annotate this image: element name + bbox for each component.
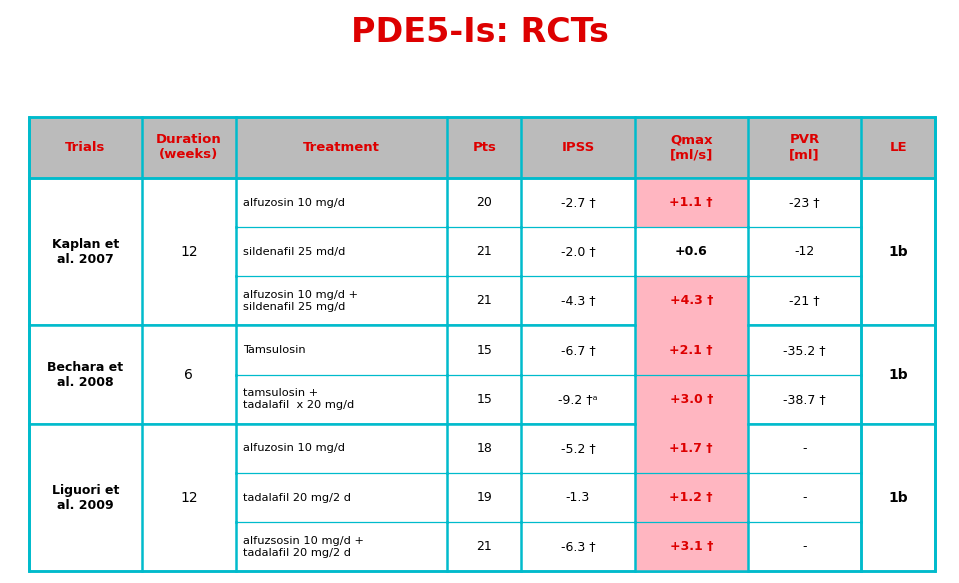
Text: Qmax
[ml/s]: Qmax [ml/s]: [669, 134, 713, 161]
Text: Duration
(weeks): Duration (weeks): [156, 134, 222, 161]
Text: Bechara et
al. 2008: Bechara et al. 2008: [47, 361, 124, 389]
Text: Liguori et
al. 2009: Liguori et al. 2009: [52, 483, 119, 512]
Text: -1.3: -1.3: [566, 491, 590, 504]
Bar: [29, 117, 935, 178]
Text: Pts: Pts: [473, 141, 497, 154]
Text: Treatment: Treatment: [303, 141, 380, 154]
Text: -23 †: -23 †: [789, 196, 820, 209]
Text: -21 †: -21 †: [789, 294, 820, 307]
Text: Kaplan et
al. 2007: Kaplan et al. 2007: [52, 238, 119, 266]
Text: -4.3 †: -4.3 †: [561, 294, 596, 307]
Text: +1.7 †: +1.7 †: [669, 442, 713, 455]
Text: 1b: 1b: [888, 490, 908, 505]
Text: -: -: [803, 540, 807, 553]
Text: alfuzosin 10 mg/d: alfuzosin 10 mg/d: [244, 444, 345, 454]
Bar: [29, 117, 935, 571]
Text: Tamsulosin: Tamsulosin: [244, 345, 306, 355]
Text: -2.0 †: -2.0 †: [561, 245, 596, 258]
Text: -35.2 †: -35.2 †: [784, 343, 826, 357]
Text: alfuzosin 10 mg/d +
sildenafil 25 mg/d: alfuzosin 10 mg/d + sildenafil 25 mg/d: [244, 290, 359, 312]
Text: 19: 19: [477, 491, 492, 504]
Text: 1b: 1b: [888, 245, 908, 259]
Text: +4.3 †: +4.3 †: [669, 294, 713, 307]
Bar: [29, 178, 935, 325]
Bar: [635, 473, 748, 522]
Bar: [635, 522, 748, 571]
Text: -5.2 †: -5.2 †: [561, 442, 596, 455]
Text: 12: 12: [180, 245, 198, 259]
Text: +1.1 †: +1.1 †: [669, 196, 713, 209]
Text: -38.7 †: -38.7 †: [784, 393, 826, 406]
Bar: [635, 276, 748, 325]
Text: -6.7 †: -6.7 †: [561, 343, 596, 357]
Text: -: -: [803, 491, 807, 504]
Bar: [635, 375, 748, 424]
Text: +3.1 †: +3.1 †: [669, 540, 713, 553]
Text: -: -: [803, 442, 807, 455]
Bar: [635, 178, 748, 227]
Text: 18: 18: [477, 442, 492, 455]
Text: -2.7 †: -2.7 †: [561, 196, 596, 209]
Text: LE: LE: [889, 141, 907, 154]
Text: 15: 15: [477, 343, 492, 357]
Text: +1.2 †: +1.2 †: [669, 491, 713, 504]
Text: -6.3 †: -6.3 †: [561, 540, 596, 553]
Text: tadalafil 20 mg/2 d: tadalafil 20 mg/2 d: [244, 493, 351, 503]
Text: 20: 20: [477, 196, 492, 209]
Text: PDE5-Is: RCTs: PDE5-Is: RCTs: [351, 16, 608, 48]
Text: alfuzsosin 10 mg/d +
tadalafil 20 mg/2 d: alfuzsosin 10 mg/d + tadalafil 20 mg/2 d: [244, 536, 364, 557]
Bar: [635, 325, 748, 375]
Text: +3.0 †: +3.0 †: [669, 393, 713, 406]
Text: IPSS: IPSS: [561, 141, 595, 154]
Text: 15: 15: [477, 393, 492, 406]
Text: 21: 21: [477, 540, 492, 553]
Text: 21: 21: [477, 294, 492, 307]
Text: 21: 21: [477, 245, 492, 258]
Text: 12: 12: [180, 490, 198, 505]
Text: -12: -12: [794, 245, 814, 258]
Text: +2.1 †: +2.1 †: [669, 343, 713, 357]
Bar: [635, 424, 748, 473]
Text: Trials: Trials: [65, 141, 105, 154]
Text: tamsulosin +
tadalafil  x 20 mg/d: tamsulosin + tadalafil x 20 mg/d: [244, 388, 355, 410]
Text: 1b: 1b: [888, 368, 908, 382]
Bar: [29, 424, 935, 571]
Text: PVR
[ml]: PVR [ml]: [789, 134, 820, 161]
Bar: [29, 325, 935, 424]
Text: alfuzosin 10 mg/d: alfuzosin 10 mg/d: [244, 198, 345, 208]
Text: -9.2 †ᵃ: -9.2 †ᵃ: [558, 393, 597, 406]
Bar: [29, 117, 935, 178]
Text: 6: 6: [184, 368, 194, 382]
Text: +0.6: +0.6: [675, 245, 708, 258]
Text: sildenafil 25 md/d: sildenafil 25 md/d: [244, 247, 345, 257]
